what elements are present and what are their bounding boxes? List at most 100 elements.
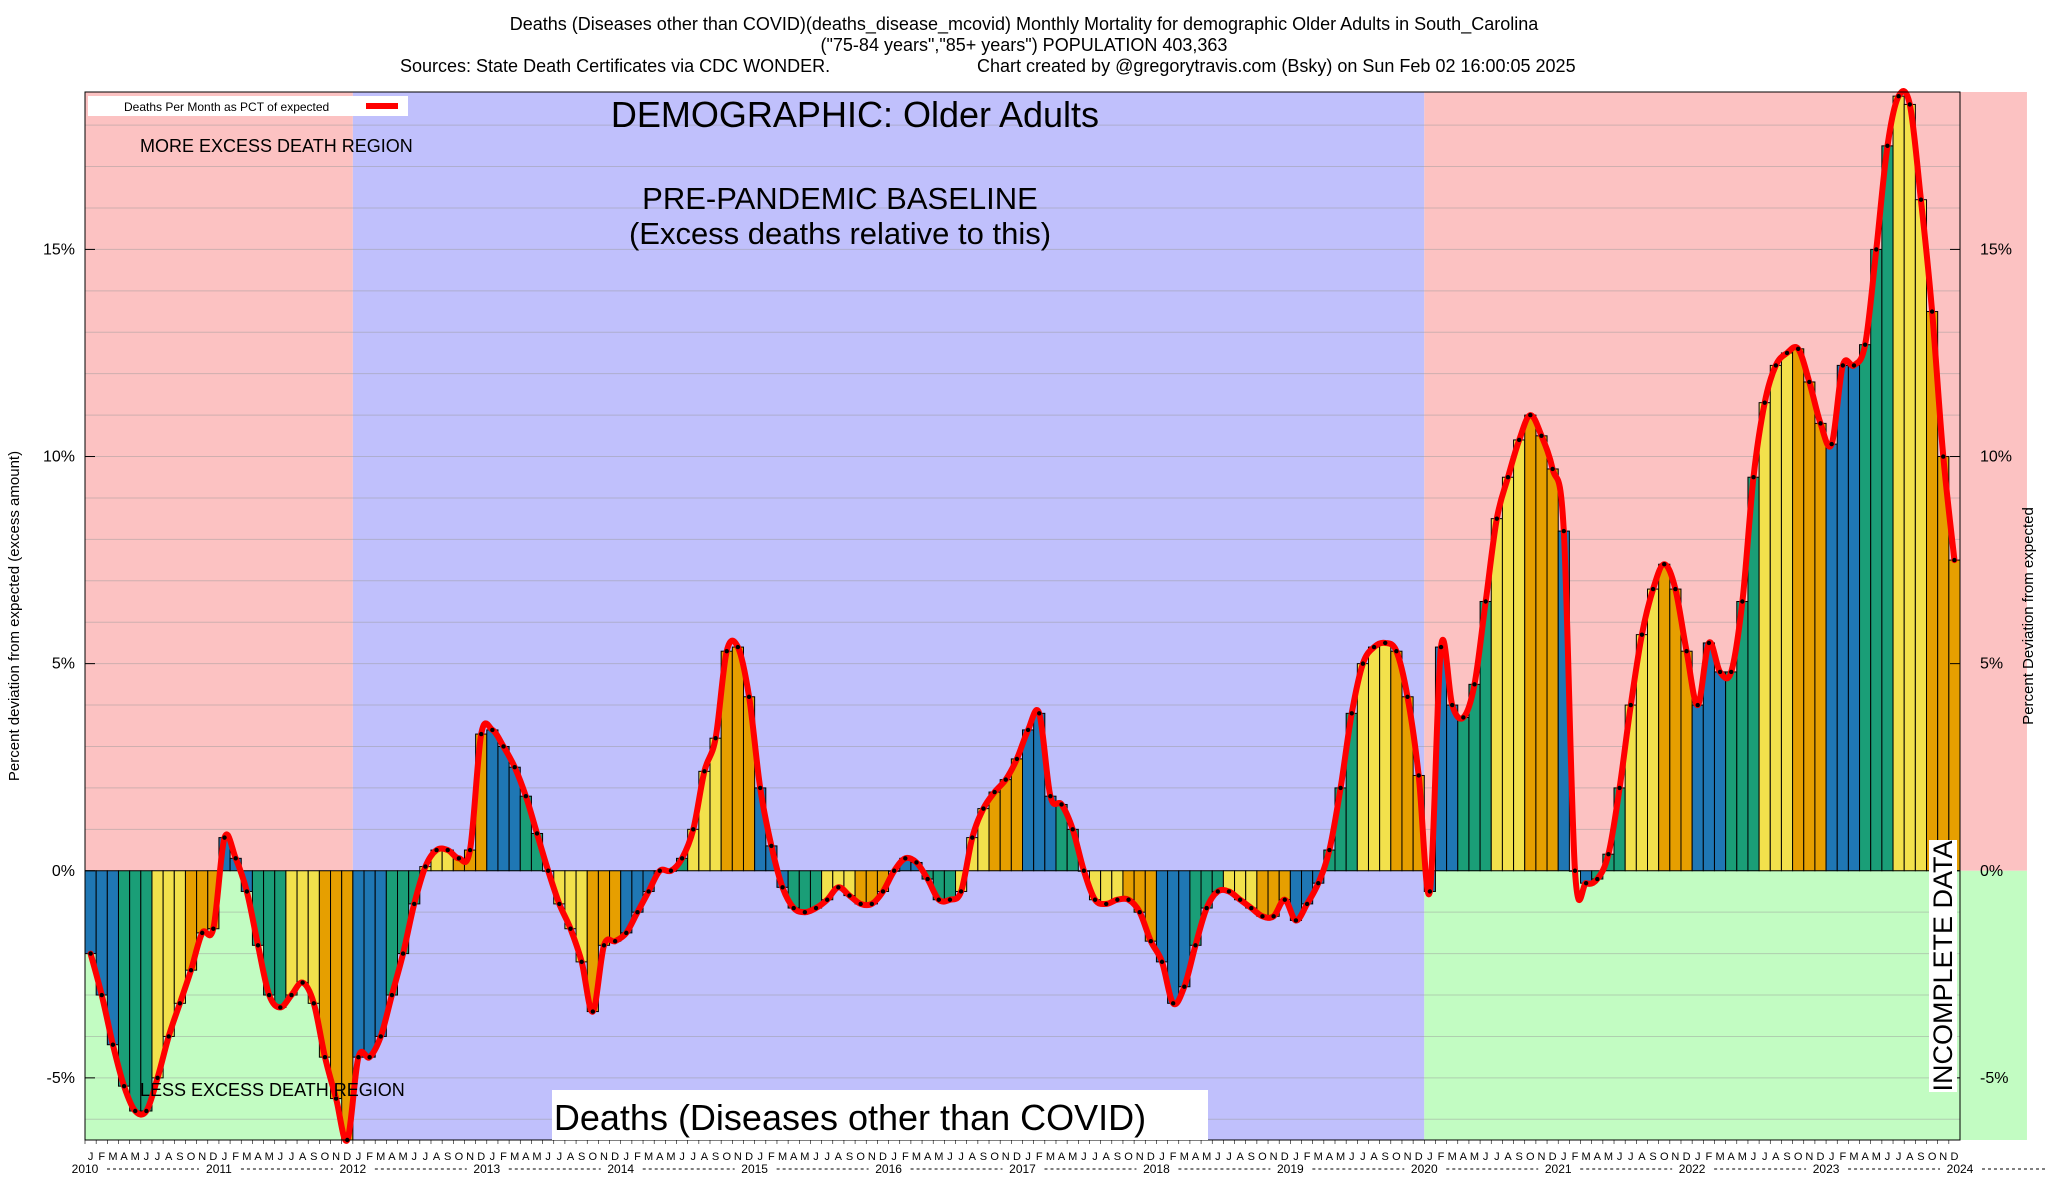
data-point: [813, 905, 819, 911]
data-point: [1617, 785, 1622, 791]
x-month-label: D: [1950, 1151, 1958, 1163]
x-month-label: M: [1872, 1151, 1881, 1163]
data-point: [1874, 247, 1879, 252]
x-month-label: M: [1046, 1151, 1055, 1163]
data-point: [1416, 773, 1421, 778]
data-point: [1159, 959, 1165, 965]
x-month-label: N: [332, 1151, 340, 1163]
x-month-label: F: [1706, 1151, 1713, 1163]
x-month-label: J: [1695, 1151, 1701, 1163]
bar: [1468, 683, 1481, 872]
data-point: [545, 868, 551, 873]
x-month-label: M: [510, 1151, 519, 1163]
x-month-label: M: [934, 1151, 943, 1163]
x-month-label: J: [545, 1151, 551, 1163]
data-point: [1941, 454, 1946, 459]
x-month-label: M: [532, 1151, 541, 1163]
data-point: [1360, 661, 1366, 666]
data-point: [1449, 702, 1455, 708]
x-month-label: O: [1526, 1151, 1535, 1163]
x-month-label: A: [1861, 1151, 1869, 1163]
bar: [1669, 588, 1682, 872]
data-point: [1717, 669, 1723, 675]
x-month-label: N: [1671, 1151, 1679, 1163]
bar: [1870, 248, 1883, 872]
data-point: [300, 980, 305, 985]
data-point: [244, 889, 250, 894]
x-month-label: F: [1036, 1151, 1043, 1163]
data-point: [144, 1108, 149, 1114]
x-month-label: S: [1114, 1151, 1121, 1163]
y-tick-label-right: 5%: [1980, 656, 2003, 673]
x-month-label: J: [1226, 1151, 1232, 1163]
incomplete-label: INCOMPLETE DATA: [1928, 840, 1958, 1091]
bar: [1546, 468, 1559, 872]
bar: [84, 870, 97, 955]
data-point: [289, 992, 294, 998]
x-year-label: 2014: [607, 1162, 634, 1176]
x-month-label: A: [1504, 1151, 1512, 1163]
bar: [285, 870, 298, 996]
data-point: [1829, 441, 1834, 447]
data-point: [155, 1075, 160, 1081]
title-line-2: ("75-84 years","85+ years") POPULATION 4…: [821, 35, 1228, 55]
x-month-label: N: [1537, 1151, 1545, 1163]
x-month-label: A: [924, 1151, 932, 1163]
x-month-label: J: [1293, 1151, 1299, 1163]
x-month-label: F: [500, 1151, 507, 1163]
x-month-label: A: [1594, 1151, 1602, 1163]
x-month-label: D: [1683, 1151, 1691, 1163]
x-month-label: J: [1617, 1151, 1623, 1163]
bar: [1044, 795, 1057, 872]
x-month-label: J: [88, 1151, 94, 1163]
bar: [1859, 344, 1872, 872]
x-month-label: J: [1885, 1151, 1891, 1163]
data-point: [1673, 586, 1678, 592]
x-month-label: A: [388, 1151, 396, 1163]
x-month-label: J: [278, 1151, 284, 1163]
data-point: [1862, 342, 1868, 347]
data-point: [1628, 702, 1633, 708]
data-point: [456, 856, 462, 861]
x-year-label: 2016: [875, 1162, 902, 1176]
x-month-label: A: [790, 1151, 798, 1163]
x-month-label: M: [398, 1151, 407, 1163]
x-month-label: J: [1829, 1151, 1835, 1163]
data-point: [1215, 889, 1221, 894]
data-point: [1014, 756, 1020, 762]
bar: [1647, 588, 1660, 872]
x-month-label: A: [1460, 1151, 1468, 1163]
bar: [1256, 870, 1269, 917]
bar: [988, 791, 1001, 872]
bar: [1100, 870, 1113, 905]
data-point: [1639, 632, 1645, 637]
bar: [1803, 381, 1816, 872]
x-year-label: 2022: [1679, 1162, 1706, 1176]
x-month-label: F: [634, 1151, 641, 1163]
bar: [1524, 414, 1537, 872]
x-month-label: D: [745, 1151, 753, 1163]
x-month-label: N: [1404, 1151, 1412, 1163]
bar: [1758, 402, 1771, 872]
x-month-label: S: [444, 1151, 451, 1163]
data-point: [925, 876, 930, 882]
data-point: [1494, 516, 1500, 521]
x-month-label: A: [433, 1151, 441, 1163]
bar: [363, 870, 376, 1058]
data-point: [1472, 682, 1477, 687]
bar: [1836, 364, 1849, 872]
data-point: [1126, 897, 1131, 902]
x-month-label: J: [423, 1151, 429, 1163]
data-point: [278, 1005, 283, 1010]
region-excess-pre: [85, 92, 353, 871]
data-point: [322, 1054, 328, 1060]
data-point: [981, 806, 986, 811]
legend-box: [88, 96, 408, 116]
data-point: [1438, 644, 1444, 650]
x-year-label: 2010: [72, 1162, 99, 1176]
title-line-4: Chart created by @gregorytravis.com (Bsk…: [977, 56, 1576, 76]
x-month-label: M: [778, 1151, 787, 1163]
data-point: [1572, 868, 1578, 873]
x-month-label: J: [757, 1151, 763, 1163]
